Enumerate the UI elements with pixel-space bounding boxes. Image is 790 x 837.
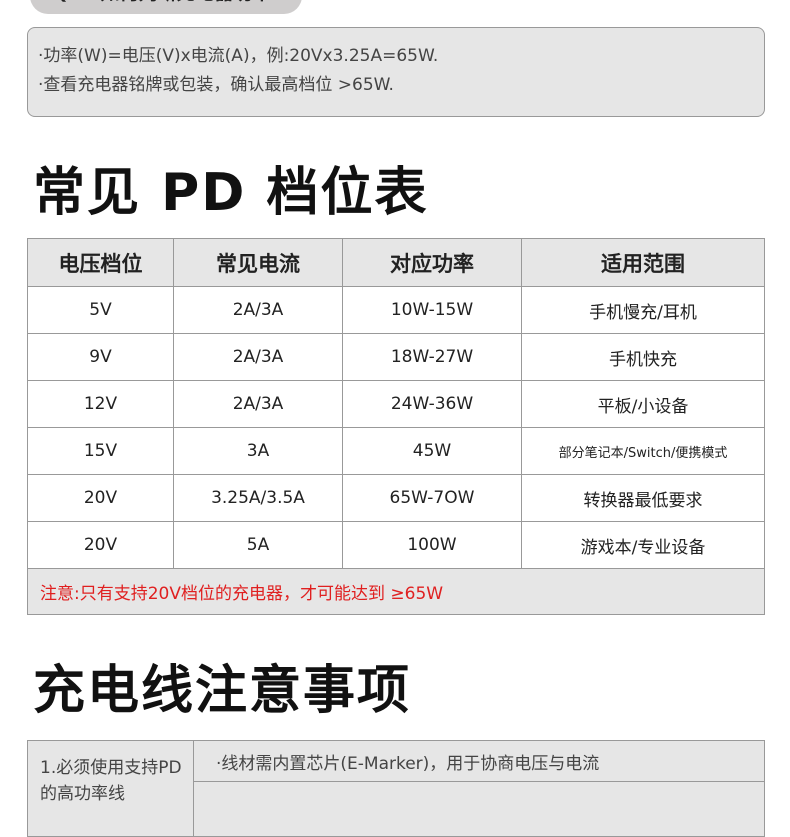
table-cell: 15V [27, 427, 174, 475]
table-cell: 18W-27W [342, 333, 522, 381]
table-cell: 65W-7OW [342, 474, 522, 522]
cable-item-detail: ·线材需内置芯片(E-Marker)，用于协商电压与电流 [193, 740, 765, 782]
cable-title: 充电线注意事项 [33, 661, 412, 721]
cable-table: 1.必须使用支持PD的高功率线 ·线材需内置芯片(E-Marker)，用于协商电… [27, 740, 765, 837]
table-cell: 手机快充 [521, 333, 765, 381]
table-cell: 5A [173, 521, 343, 569]
table-cell: 2A/3A [173, 380, 343, 428]
table-row: 5V 2A/3A 10W-15W 手机慢充/耳机 [27, 286, 765, 334]
table-cell: 2A/3A [173, 333, 343, 381]
table-cell: 部分笔记本/Switch/便携模式 [521, 427, 765, 475]
table-cell: 9V [27, 333, 174, 381]
table-cell: 45W [342, 427, 522, 475]
table-cell: 5V [27, 286, 174, 334]
table-cell: 24W-36W [342, 380, 522, 428]
table-cell: 2A/3A [173, 286, 343, 334]
table-row: 12V 2A/3A 24W-36W 平板/小设备 [27, 380, 765, 428]
cable-item-label: 1.必须使用支持PD的高功率线 [27, 740, 194, 837]
table-row: 20V 3.25A/3.5A 65W-7OW 转换器最低要求 [27, 474, 765, 522]
table-row: 15V 3A 45W 部分笔记本/Switch/便携模式 [27, 427, 765, 475]
table-cell: 游戏本/专业设备 [521, 521, 765, 569]
note-text: 注意:只有支持20V档位的充电器，才可能达到 ≥65W [27, 568, 765, 615]
table-cell: 手机慢充/耳机 [521, 286, 765, 334]
column-header: 对应功率 [342, 238, 522, 287]
table-header-row: 电压档位 常见电流 对应功率 适用范围 [27, 238, 765, 287]
info-line: ·功率(W)=电压(V)x电流(A)，例:20Vx3.25A=65W. [38, 46, 439, 66]
table-cell: 20V [27, 521, 174, 569]
table-cell: 10W-15W [342, 286, 522, 334]
table-cell: 3A [173, 427, 343, 475]
table-cell: 平板/小设备 [521, 380, 765, 428]
table-cell: 3.25A/3.5A [173, 474, 343, 522]
table-row: 9V 2A/3A 18W-27W 手机快充 [27, 333, 765, 381]
table-cell: 100W [342, 521, 522, 569]
column-header: 电压档位 [27, 238, 174, 287]
table-cell: 转换器最低要求 [521, 474, 765, 522]
table-cell: 20V [27, 474, 174, 522]
info-line: ·查看充电器铭牌或包装，确认最高档位 >65W. [38, 75, 394, 95]
info-box: ·功率(W)=电压(V)x电流(A)，例:20Vx3.25A=65W. ·查看充… [27, 27, 765, 117]
pd-table: 电压档位 常见电流 对应功率 适用范围 5V 2A/3A 10W-15W 手机慢充/耳… [27, 238, 765, 615]
question-tab: Q2：如何判断充电器功率？ [30, 0, 302, 14]
table-cell: 12V [27, 380, 174, 428]
column-header: 常见电流 [173, 238, 343, 287]
column-header: 适用范围 [521, 238, 765, 287]
pd-table-title: 常见 PD 档位表 [33, 163, 429, 223]
table-row: 20V 5A 100W 游戏本/专业设备 [27, 521, 765, 569]
